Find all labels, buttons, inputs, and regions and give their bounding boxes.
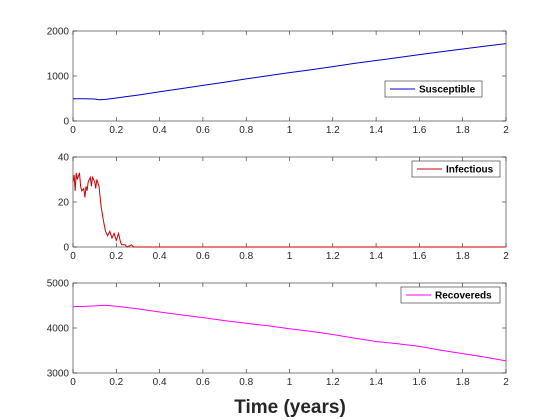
- y-tick-label: 40: [58, 153, 70, 164]
- x-tick-label: 1.8: [456, 377, 470, 388]
- x-tick-label: 1: [287, 125, 293, 136]
- legend-label: Susceptible: [419, 85, 476, 96]
- x-tick-label: 0.6: [196, 125, 210, 136]
- x-tick-label: 0.6: [196, 251, 210, 262]
- x-tick-label: 0.4: [153, 251, 167, 262]
- x-tick-label: 0.2: [109, 251, 123, 262]
- y-tick-label: 0: [63, 117, 69, 128]
- x-tick-label: 1: [287, 377, 293, 388]
- x-tick-label: 0: [70, 377, 76, 388]
- legend-box: [411, 160, 501, 178]
- x-tick-label: 1.4: [369, 377, 383, 388]
- legend-label: Recovereds: [435, 291, 492, 302]
- x-axis-label: Time (years): [234, 397, 346, 418]
- x-tick-label: 0: [70, 125, 76, 136]
- legend: Infectious: [411, 160, 501, 178]
- subplot-2: 0 0.2 0.4 0.6 0.8 1 1.2 1.4 1.6 1.8 202040Infectio…: [58, 153, 509, 263]
- legend-box: [400, 286, 501, 304]
- x-tick-label: 0.4: [153, 377, 167, 388]
- x-tick-label: 1.4: [369, 125, 383, 136]
- y-tick-label: 3000: [47, 369, 70, 380]
- x-tick-label: 1.2: [326, 125, 340, 136]
- legend: Susceptible: [384, 80, 483, 98]
- series-line-susceptible: [73, 43, 507, 101]
- x-tick-label: 0.8: [239, 377, 253, 388]
- x-tick-label: 1.6: [412, 377, 426, 388]
- subplots: 0 0.2 0.4 0.6 0.8 1 1.2 1.4 1.6 1.8 2010002000Susc…: [47, 27, 509, 389]
- y-tick-label: 1000: [47, 72, 70, 83]
- legend-box: [384, 80, 483, 98]
- legend: Recovereds: [400, 286, 501, 304]
- y-tick-label: 2000: [47, 27, 70, 38]
- x-tick-label: 1.6: [412, 251, 426, 262]
- x-tick-label: 0.2: [109, 125, 123, 136]
- x-tick-label: 0.8: [239, 125, 253, 136]
- y-tick-label: 20: [58, 198, 70, 209]
- x-tick-label: 1.8: [456, 125, 470, 136]
- x-tick-label: 1.4: [369, 251, 383, 262]
- subplot-3: 0 0.2 0.4 0.6 0.8 1 1.2 1.4 1.6 1.8 2 3000 4000 5000 R…: [47, 279, 509, 389]
- x-tick-label: 0.6: [196, 377, 210, 388]
- x-tick-label: 1.2: [326, 377, 340, 388]
- x-tick-label: 0.2: [109, 377, 123, 388]
- plot-area: [72, 30, 507, 122]
- x-tick-label: 1.2: [326, 251, 340, 262]
- x-tick-label: 0.8: [239, 251, 253, 262]
- x-tick-label: 2: [503, 125, 509, 136]
- series-line-recovereds: [72, 304, 507, 362]
- subplot-1: 0 0.2 0.4 0.6 0.8 1 1.2 1.4 1.6 1.8 2 0 1000 2000 Susc…: [47, 27, 509, 137]
- series-line-infectious: [72, 172, 506, 248]
- x-tick-label: 1.6: [412, 125, 426, 136]
- x-tick-label: 0: [70, 251, 76, 262]
- y-tick-label: 4000: [47, 324, 70, 335]
- x-tick-label: 2: [503, 251, 509, 262]
- x-tick-label: 0.4: [153, 125, 167, 136]
- x-tick-label: 1: [287, 251, 293, 262]
- x-tick-label: 2: [503, 377, 509, 388]
- legend-label: Infectious: [446, 165, 494, 176]
- y-tick-label: 0: [63, 243, 69, 254]
- y-tick-label: 5000: [47, 279, 70, 290]
- x-tick-label: 1.8: [456, 251, 470, 262]
